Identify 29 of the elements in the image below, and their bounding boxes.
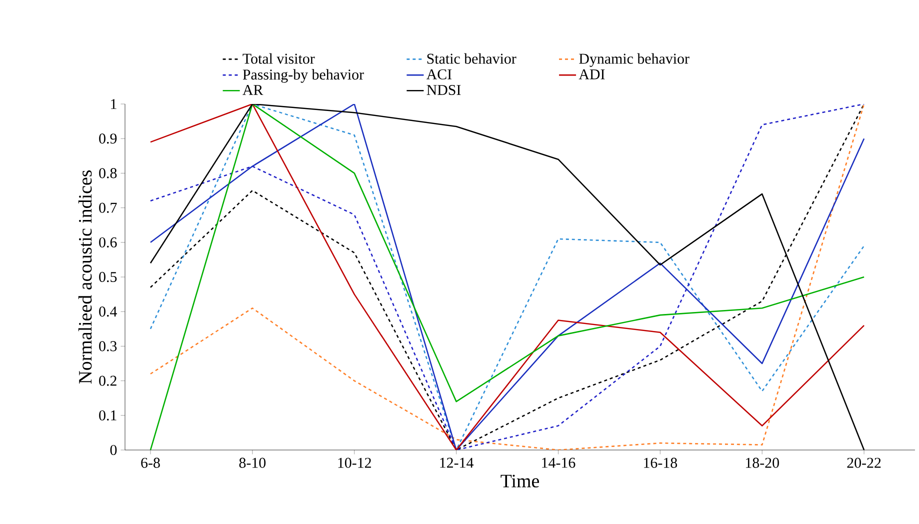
y-tick-label: 0 — [110, 444, 117, 456]
legend-label: Total visitor — [242, 53, 315, 64]
x-tick-label: 16-18 — [644, 458, 678, 468]
x-tick-label: 6-8 — [141, 458, 160, 468]
legend-label: ADI — [578, 69, 605, 80]
y-tick-label: 0.3 — [99, 341, 117, 352]
x-tick-label: 12-14 — [440, 458, 474, 468]
x-tick-label: 20-22 — [847, 458, 881, 468]
legend-label: Dynamic behavior — [579, 53, 690, 67]
y-tick-label: 0.8 — [99, 168, 117, 178]
legend-label: AR — [242, 84, 264, 95]
y-tick-label: 1 — [111, 99, 116, 109]
x-tick-label: 10-12 — [338, 458, 371, 468]
y-tick-label: 0.1 — [99, 410, 116, 420]
y-tick-label: 0.6 — [99, 237, 117, 248]
y-tick-label: 0.9 — [99, 134, 117, 144]
y-axis-title: Normalieed acoustic indices — [78, 170, 92, 384]
y-tick-label: 0.2 — [99, 376, 116, 386]
legend-label: NDSI — [426, 84, 461, 95]
x-axis-title: Time — [500, 474, 540, 488]
y-tick-label: 0.4 — [99, 306, 117, 317]
x-tick-label: 18-20 — [746, 458, 779, 468]
y-tick-label: 0.7 — [99, 202, 117, 213]
x-tick-label: 8-10 — [239, 458, 266, 468]
legend-label: Static behavior — [427, 53, 516, 64]
x-tick-label: 14-16 — [542, 458, 576, 468]
y-tick-label: 0.5 — [99, 272, 117, 282]
legend-label: Passing-by behavior — [242, 69, 364, 83]
legend-label: ACI — [426, 69, 452, 80]
